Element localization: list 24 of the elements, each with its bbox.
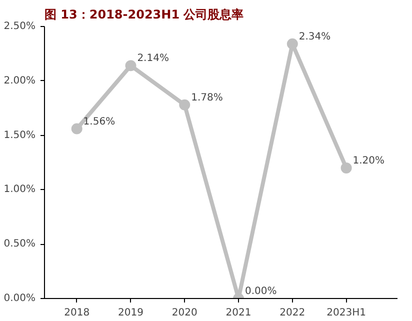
y-tick-label: 1.50% xyxy=(4,130,36,141)
x-tick-label: 2022 xyxy=(280,308,306,318)
x-tick-label: 2023H1 xyxy=(326,308,366,318)
data-label: 1.78% xyxy=(191,92,223,104)
data-label: 1.56% xyxy=(83,116,116,128)
data-label: 2.34% xyxy=(298,31,331,42)
point xyxy=(286,38,298,50)
point xyxy=(179,99,190,110)
y-tick-label: 2.00% xyxy=(4,75,36,86)
y-tick-label: 1.00% xyxy=(4,184,36,196)
chart-title: 图 13：2018-2023H1 公司股息率 xyxy=(44,8,244,22)
x-tick-label: 2018 xyxy=(64,308,90,318)
x-tick-label: 2019 xyxy=(118,308,144,318)
x-tick-label: 2020 xyxy=(172,308,198,318)
data-label: 1.20% xyxy=(352,155,385,166)
point xyxy=(71,123,82,134)
data-label: 2.14% xyxy=(137,53,169,64)
x-tick-label: 2021 xyxy=(226,308,252,318)
y-tick-label: 0.00% xyxy=(4,293,36,304)
point xyxy=(125,60,136,72)
y-tick-label: 2.50% xyxy=(4,21,36,32)
y-tick-label: 0.50% xyxy=(4,238,36,250)
point xyxy=(340,162,352,174)
data-label: 0.00% xyxy=(244,286,277,297)
